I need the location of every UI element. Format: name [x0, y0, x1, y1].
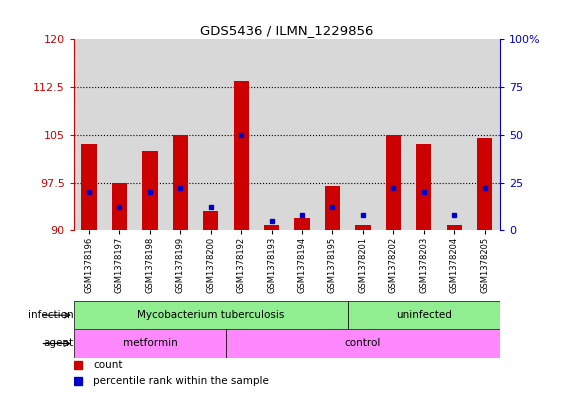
Text: control: control: [345, 338, 381, 349]
Bar: [143, 151, 157, 230]
Bar: [416, 144, 431, 230]
Title: GDS5436 / ILMN_1229856: GDS5436 / ILMN_1229856: [200, 24, 374, 37]
Text: count: count: [93, 360, 123, 371]
Bar: [74, 301, 348, 329]
Bar: [226, 329, 500, 358]
Bar: [112, 183, 127, 230]
Text: infection: infection: [28, 310, 73, 320]
Bar: [348, 301, 500, 329]
Text: metformin: metformin: [123, 338, 177, 349]
Bar: [325, 186, 340, 230]
Bar: [173, 135, 188, 230]
Bar: [74, 329, 226, 358]
Bar: [264, 225, 279, 230]
Text: uninfected: uninfected: [396, 310, 452, 320]
Bar: [81, 144, 97, 230]
Bar: [446, 225, 462, 230]
Bar: [294, 218, 310, 230]
Bar: [477, 138, 492, 230]
Bar: [386, 135, 401, 230]
Text: percentile rank within the sample: percentile rank within the sample: [93, 376, 269, 386]
Bar: [233, 81, 249, 230]
Bar: [356, 225, 370, 230]
Text: agent: agent: [43, 338, 73, 349]
Bar: [203, 211, 218, 230]
Text: Mycobacterium tuberculosis: Mycobacterium tuberculosis: [137, 310, 285, 320]
